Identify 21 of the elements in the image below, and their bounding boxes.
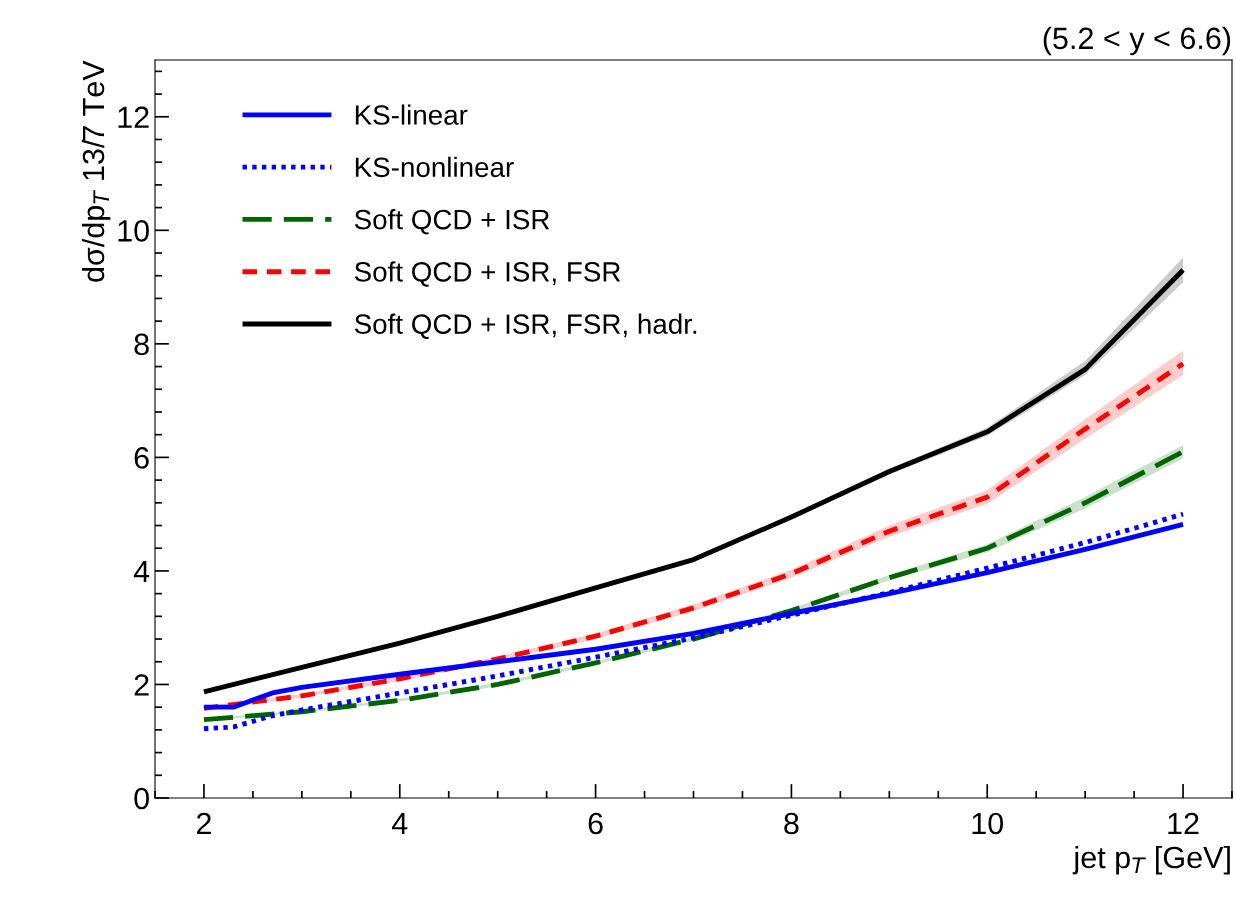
y-tick-label: 8 [134, 333, 149, 356]
x-axis-title: jet p$_{T}$ [GeV] [1072, 845, 1230, 875]
legend-label: KS-nonlinear [355, 156, 514, 178]
y-tick-label: 4 [133, 560, 150, 582]
y-tick-label: 2 [134, 674, 149, 696]
x-tick-label: 8 [784, 812, 799, 835]
legend-label: Soft QCD + ISR, FSR [354, 261, 621, 287]
y-tick-label: 0 [134, 787, 149, 810]
x-tick-label: 10 [972, 812, 1004, 835]
y-tick-label: 12 [118, 106, 149, 128]
x-tick-label: 12 [1168, 812, 1199, 835]
chart-title: (5.2 < y < 6.6) [1043, 26, 1231, 56]
legend-label: KS-linear [355, 104, 468, 125]
legend-label: Soft QCD + ISR [354, 209, 550, 235]
y-tick-label: 10 [118, 220, 149, 242]
y-tick-label: 6 [134, 447, 149, 469]
x-tick-label: 2 [197, 812, 211, 835]
legend-label: Soft QCD + ISR, FSR, hadr. [354, 313, 697, 339]
x-tick-label: 4 [391, 813, 408, 835]
x-tick-label: 6 [588, 812, 603, 835]
y-axis-title: dσ/dp$_{T}$ 13/7 TeV [81, 60, 111, 282]
